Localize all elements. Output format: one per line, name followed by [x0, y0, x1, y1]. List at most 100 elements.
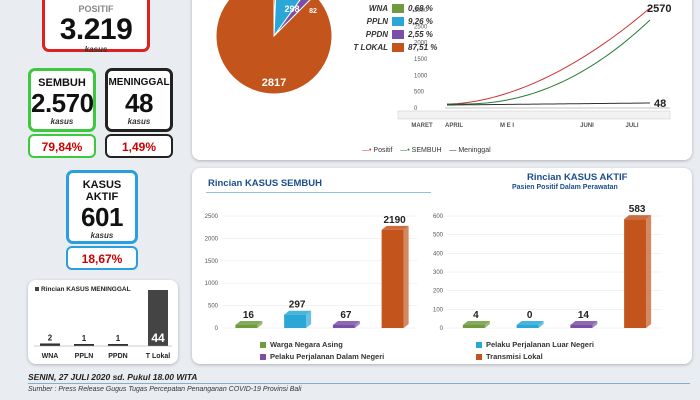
meninggal-bar-value: 1 [82, 334, 87, 343]
trend-series-legend: —• Positif —• SEMBUH — Meninggal [362, 147, 491, 154]
bar-legend-wna: Warga Negara Asing [260, 340, 343, 349]
sembuh-title-rule [206, 192, 431, 193]
bar-legend-tlokal: Transmisi Lokal [476, 352, 543, 361]
overview-svg: 2817 298 82 3000 2500 2000 1500 1000 500 0 MARE… [215, 0, 671, 129]
meninggal-bar-value: 2 [48, 333, 53, 342]
pie-legend-pct: 0,68 % [408, 4, 433, 13]
meninggal-bar-chart: Rincian KASUS MENINGGAL 2 WNA 1 PPLN 1 PPDN 44… [34, 286, 172, 360]
pie-label-ppdn: 82 [309, 8, 317, 15]
pie-legend-swatch [392, 4, 404, 14]
bar-legend-tlokal-label: Transmisi Lokal [486, 352, 543, 361]
pie-legend-pct: 9,26 % [408, 17, 433, 26]
bar-legend-ppdn: Pelaku Perjalanan Dalam Negeri [260, 352, 384, 361]
aktif-bar-value: 583 [629, 204, 646, 215]
sembuh-bar-top [284, 310, 312, 315]
pie-label-tlokal: 2817 [262, 77, 286, 89]
bar-legend-ppdn-swatch [260, 354, 266, 361]
total-value: 3.219 [59, 13, 133, 46]
sembuh-value: 2.570 [31, 88, 94, 118]
aktif-bar-top [462, 321, 490, 325]
trend-end-positif: 2570 [647, 3, 671, 15]
sembuh-panel-title: Rincian KASUS SEMBUH [208, 178, 323, 189]
trend-y-tick: 1000 [414, 73, 428, 79]
trend-month-label: M E I [500, 123, 514, 129]
bar-legend-ppln-swatch [476, 342, 482, 349]
meninggal-bar-value: 44 [151, 331, 165, 345]
bar-legend-wna-label: Warga Negara Asing [270, 340, 343, 349]
sembuh-bar-top [381, 225, 409, 230]
pie-legend-item: PPLN 9,26 % [344, 17, 444, 27]
pie-legend-item: PPDN 2,55 % [344, 30, 444, 40]
meninggal-unit: kasus [127, 117, 151, 126]
meninggal-category: WNA [42, 353, 59, 360]
footer-rule [28, 383, 690, 384]
sembuh-unit: kasus [50, 117, 74, 126]
sembuh-y-tick: 0 [215, 326, 219, 332]
total-label: POSITIF [78, 4, 114, 14]
sembuh-y-tick: 1500 [205, 259, 219, 265]
sembuh-bar-side [403, 225, 409, 328]
aktif-box: KASUS AKTIF 601 kasus [66, 170, 138, 244]
aktif-bar-top [570, 321, 598, 325]
aktif-bar-side [646, 215, 652, 328]
sembuh-y-tick: 500 [208, 304, 219, 310]
aktif-y-tick: 0 [440, 326, 444, 332]
report-date: SENIN, 27 JULI 2020 sd. Pukul 18.00 WITA [28, 372, 198, 382]
aktif-bar [624, 219, 647, 328]
bar-legend-ppdn-label: Pelaku Perjalanan Dalam Negeri [270, 352, 385, 361]
aktif-bar-value: 4 [473, 310, 479, 321]
meninggal-category: PPDN [108, 353, 127, 360]
trend-line-meninggal [446, 102, 651, 106]
meninggal-bar [74, 344, 94, 346]
aktif-bar-top [624, 215, 652, 220]
bar-legend-wna-swatch [260, 342, 266, 349]
aktif-pct: 18,67% [66, 246, 138, 270]
trend-y-tick: 2500 [414, 24, 428, 30]
sembuh-bar-side [306, 310, 312, 328]
aktif-bar-value: 0 [527, 310, 533, 321]
sembuh-bar-side [257, 321, 263, 328]
legend-positif: Positif [373, 147, 393, 154]
meninggal-bar [40, 343, 60, 346]
pie-legend-swatch [392, 43, 404, 53]
aktif-bar-top [516, 321, 544, 325]
aktif-y-tick: 400 [433, 251, 444, 257]
sembuh-bar-top [235, 321, 263, 325]
trend-y-tick: 500 [414, 90, 425, 96]
meninggal-value: 48 [125, 88, 153, 118]
pie-legend-pct: 2,55 % [408, 30, 433, 39]
sembuh-bar-value: 297 [289, 300, 306, 311]
sembuh-y-tick: 1000 [205, 281, 219, 287]
trend-line-sembuh [447, 19, 651, 105]
pie-slice-t-lokal [215, 0, 333, 95]
meninggal-pct: 1,49% [105, 134, 173, 158]
meninggal-category: PPLN [75, 353, 94, 360]
pie-legend-name: WNA [368, 4, 388, 13]
aktif-label-2: AKTIF [85, 191, 119, 203]
meninggal-bar-value: 1 [116, 334, 121, 343]
pie-legend-swatch [392, 17, 404, 27]
aktif-panel-title: Rincian KASUS AKTIF [527, 172, 628, 183]
legend-meninggal: Meninggal [458, 147, 491, 154]
aktif-bar [462, 325, 485, 328]
total-box: POSITIF 3.219 kasus [42, 0, 150, 54]
sembuh-bar-top [332, 320, 360, 325]
sembuh-pct: 79,84% [28, 134, 96, 158]
aktif-bar-side [592, 321, 598, 328]
sembuh-label: SEMBUH [38, 77, 86, 89]
trend-y-tick: 0 [414, 106, 418, 112]
trend-y-tick: 1500 [414, 57, 428, 63]
detail-card: Rincian KASUS SEMBUH Rincian KASUS AKTIF… [192, 168, 692, 364]
trend-month-label: MARET [411, 123, 433, 129]
aktif-y-tick: 100 [433, 307, 444, 313]
aktif-bar-value: 14 [578, 310, 590, 321]
aktif-y-tick: 300 [433, 270, 444, 276]
meninggal-box: MENINGGAL 48 kasus [105, 68, 173, 132]
meninggal-panel-title: Rincian KASUS MENINGGAL [41, 286, 131, 293]
pie-legend-name: PPDN [365, 30, 388, 39]
aktif-bar [570, 325, 593, 328]
sembuh-bar [332, 324, 355, 328]
pie-legend-swatch [392, 30, 404, 40]
pie-legend-item: T LOKAL 87,51 % [344, 43, 444, 53]
sembuh-bar [284, 314, 307, 328]
